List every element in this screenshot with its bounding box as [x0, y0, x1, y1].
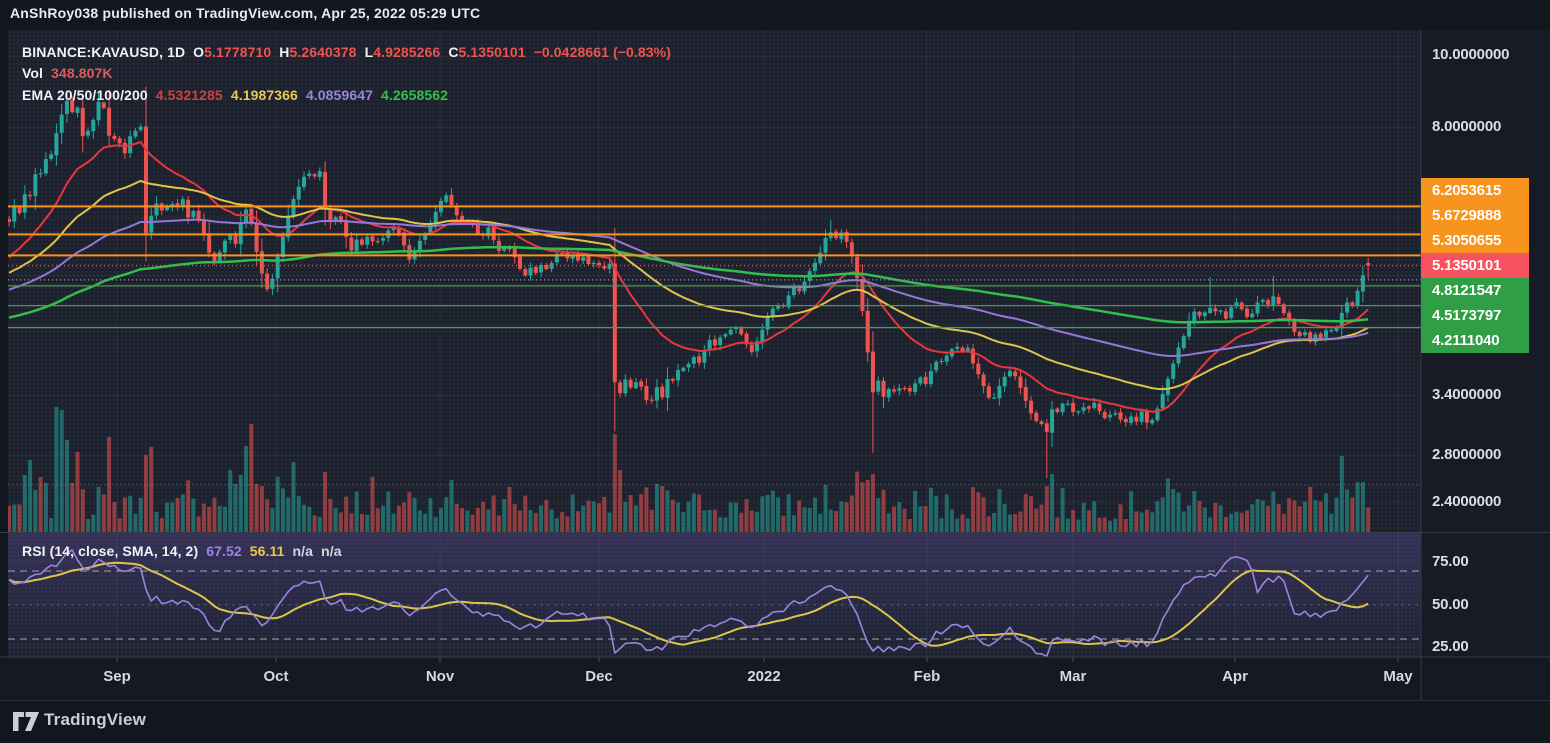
time-axis-label[interactable]: Nov: [425, 668, 455, 685]
price-axis-label: 8.0000000: [1432, 118, 1502, 135]
chart-plot-area[interactable]: [8, 30, 1421, 657]
price-axis-label: 3.4000000: [1432, 386, 1502, 403]
high-value: 5.2640378: [289, 44, 357, 60]
publish-header-bar: AnShRoy038 published on TradingView.com,…: [0, 0, 1550, 30]
chart-left-margin: [0, 30, 8, 700]
tradingview-logo-icon[interactable]: [13, 712, 39, 731]
ema20-value: 4.5321285: [155, 87, 223, 103]
rsi-axis-label: 75.00: [1432, 553, 1469, 570]
price-level-chip: 6.2053615: [1421, 177, 1529, 203]
rsi-axis-label: 50.00: [1432, 596, 1469, 613]
time-axis-label[interactable]: Feb: [913, 668, 941, 685]
price-axis-label: 2.8000000: [1432, 446, 1502, 463]
ema-legend-row[interactable]: EMA 20/50/100/200 4.5321285 4.1987366 4.…: [22, 87, 452, 103]
footer-bar: [0, 700, 1550, 743]
rsi-sma-value: 56.11: [249, 543, 285, 559]
tradingview-brand-text[interactable]: TradingView: [44, 710, 147, 729]
high-label: H: [279, 44, 290, 60]
change-value: −0.0428661 (−0.83%): [533, 44, 671, 60]
time-axis-label[interactable]: Apr: [1222, 668, 1248, 685]
time-axis-label[interactable]: Sep: [103, 668, 131, 685]
low-label: L: [364, 44, 374, 60]
rsi-value: 67.52: [206, 543, 242, 559]
price-level-chip: 4.2111040: [1421, 327, 1529, 353]
ema50-value: 4.1987366: [230, 87, 298, 103]
price-axis-label: 10.0000000: [1432, 46, 1510, 63]
time-axis-label[interactable]: Dec: [585, 668, 613, 685]
close-value: 5.1350101: [458, 44, 526, 60]
time-axis-label[interactable]: 2022: [747, 668, 781, 685]
symbol-legend-row[interactable]: BINANCE:KAVAUSD, 1D O5.1778710 H5.264037…: [22, 44, 675, 60]
price-level-chip: 5.3050655: [1421, 227, 1529, 253]
symbol-title: BINANCE:KAVAUSD, 1D: [22, 44, 186, 60]
price-axis-label: 2.4000000: [1432, 493, 1502, 510]
time-axis-label[interactable]: Oct: [263, 668, 289, 685]
low-value: 4.9285266: [373, 44, 441, 60]
time-axis-label[interactable]: Mar: [1059, 668, 1087, 685]
rsi-legend-row[interactable]: RSI (14, close, SMA, 14, 2) 67.52 56.11 …: [22, 543, 346, 559]
publish-info-text: AnShRoy038 published on TradingView.com,…: [10, 5, 481, 21]
rsi-label: RSI (14, close, SMA, 14, 2): [22, 543, 199, 559]
close-label: C: [448, 44, 459, 60]
price-level-chip: 5.1350101: [1421, 252, 1529, 278]
rsi-na2: n/a: [321, 543, 342, 559]
ema200-value: 4.2658562: [381, 87, 449, 103]
price-level-chip: 4.5173797: [1421, 302, 1529, 328]
time-axis[interactable]: [0, 657, 1550, 700]
volume-value: 348.807K: [51, 65, 113, 81]
volume-legend-row[interactable]: Vol 348.807K: [22, 65, 117, 81]
ema-label: EMA 20/50/100/200: [22, 87, 148, 103]
open-label: O: [193, 44, 205, 60]
open-value: 5.1778710: [204, 44, 272, 60]
rsi-na1: n/a: [292, 543, 314, 559]
time-axis-label[interactable]: May: [1383, 668, 1413, 685]
price-level-chip: 4.8121547: [1421, 277, 1529, 303]
price-level-chip: 5.6729888: [1421, 202, 1529, 228]
ema100-value: 4.0859647: [305, 87, 373, 103]
rsi-axis-label: 25.00: [1432, 638, 1469, 655]
volume-label: Vol: [22, 65, 44, 81]
